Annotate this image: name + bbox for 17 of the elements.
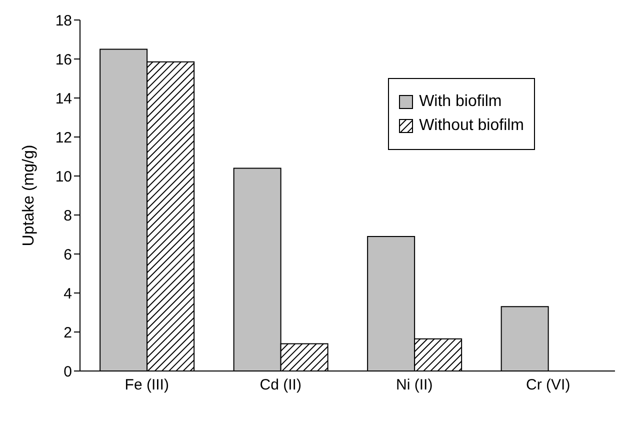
x-tick-label: Cd (II) [260,376,302,394]
y-tick-label: 0 [64,363,72,380]
y-axis-title: Uptake (mg/g) [20,144,38,246]
y-tick-label: 12 [55,129,72,146]
y-tick-label: 18 [55,12,72,30]
x-tick-label: Cr (VI) [526,376,570,394]
legend-label: With biofilm [419,93,502,111]
y-tick-label: 4 [64,285,72,302]
y-tick-label: 16 [55,51,72,68]
y-tick-label: 14 [55,90,72,108]
legend-label: Without biofilm [419,117,524,135]
x-tick-label: Fe (III) [124,376,169,394]
y-tick-label: 2 [64,324,72,342]
y-tick-label: 6 [64,246,72,264]
y-tick-label: 10 [55,168,72,186]
x-tick-label: Ni (II) [396,376,433,394]
y-tick-label: 8 [64,207,72,224]
